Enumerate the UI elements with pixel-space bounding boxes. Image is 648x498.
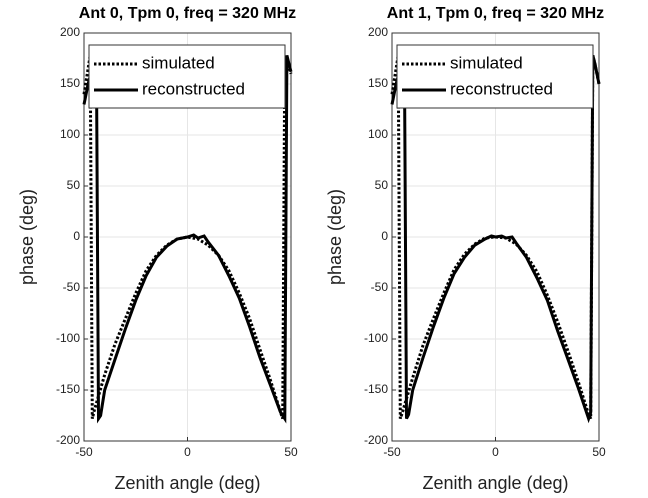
y-tick-label: 0 [73, 229, 80, 243]
y-tick-label: -150 [364, 382, 388, 396]
y-tick-label: 100 [60, 127, 80, 141]
y-axis-label: phase (deg) [17, 189, 37, 285]
legend-label: simulated [142, 53, 215, 72]
chart-title: Ant 1, Tpm 0, freq = 320 MHz [387, 5, 604, 22]
x-axis-label: Zenith angle (deg) [114, 473, 260, 493]
x-tick-label: 50 [284, 445, 298, 459]
y-tick-label: 200 [368, 25, 388, 39]
data-line [82, 54, 293, 424]
subplot: -200 -150 -100 -50 0 50 100 150 200 -50 0 50 Ant 0, … [17, 5, 298, 493]
axes-box [391, 32, 600, 442]
legend-label: reconstructed [142, 79, 245, 98]
y-tick-label: -200 [56, 433, 80, 447]
x-tick-label: -50 [383, 445, 401, 459]
y-tick-label: -200 [364, 433, 388, 447]
y-tick-label: 150 [368, 76, 388, 90]
x-tick-label: 0 [184, 445, 191, 459]
y-tick-label: 200 [60, 25, 80, 39]
x-tick-label: 50 [592, 445, 606, 459]
legend: simulated reconstructed [396, 44, 594, 109]
legend-label: simulated [450, 53, 523, 72]
y-tick-label: -50 [371, 280, 389, 294]
y-tick-label: -150 [56, 382, 80, 396]
y-tick-label: -50 [63, 280, 81, 294]
legend: simulated reconstructed [88, 44, 286, 109]
y-tick-label: 100 [368, 127, 388, 141]
chart-title: Ant 0, Tpm 0, freq = 320 MHz [79, 5, 296, 22]
axes-box [83, 32, 292, 442]
y-tick-label: 50 [67, 178, 81, 192]
data-line [390, 54, 601, 424]
y-tick-label: 150 [60, 76, 80, 90]
x-tick-label: 0 [492, 445, 499, 459]
y-tick-label: -100 [364, 331, 388, 345]
legend-label: reconstructed [450, 79, 553, 98]
y-tick-label: 50 [375, 178, 389, 192]
legend-box [88, 44, 286, 109]
y-axis-label: phase (deg) [325, 189, 345, 285]
legend-box [396, 44, 594, 109]
y-tick-label: -100 [56, 331, 80, 345]
x-tick-label: -50 [75, 445, 93, 459]
y-tick-label: 0 [381, 229, 388, 243]
x-axis-label: Zenith angle (deg) [422, 473, 568, 493]
subplot: -200 -150 -100 -50 0 50 100 150 200 -50 0 50 Ant 1, … [325, 5, 606, 493]
